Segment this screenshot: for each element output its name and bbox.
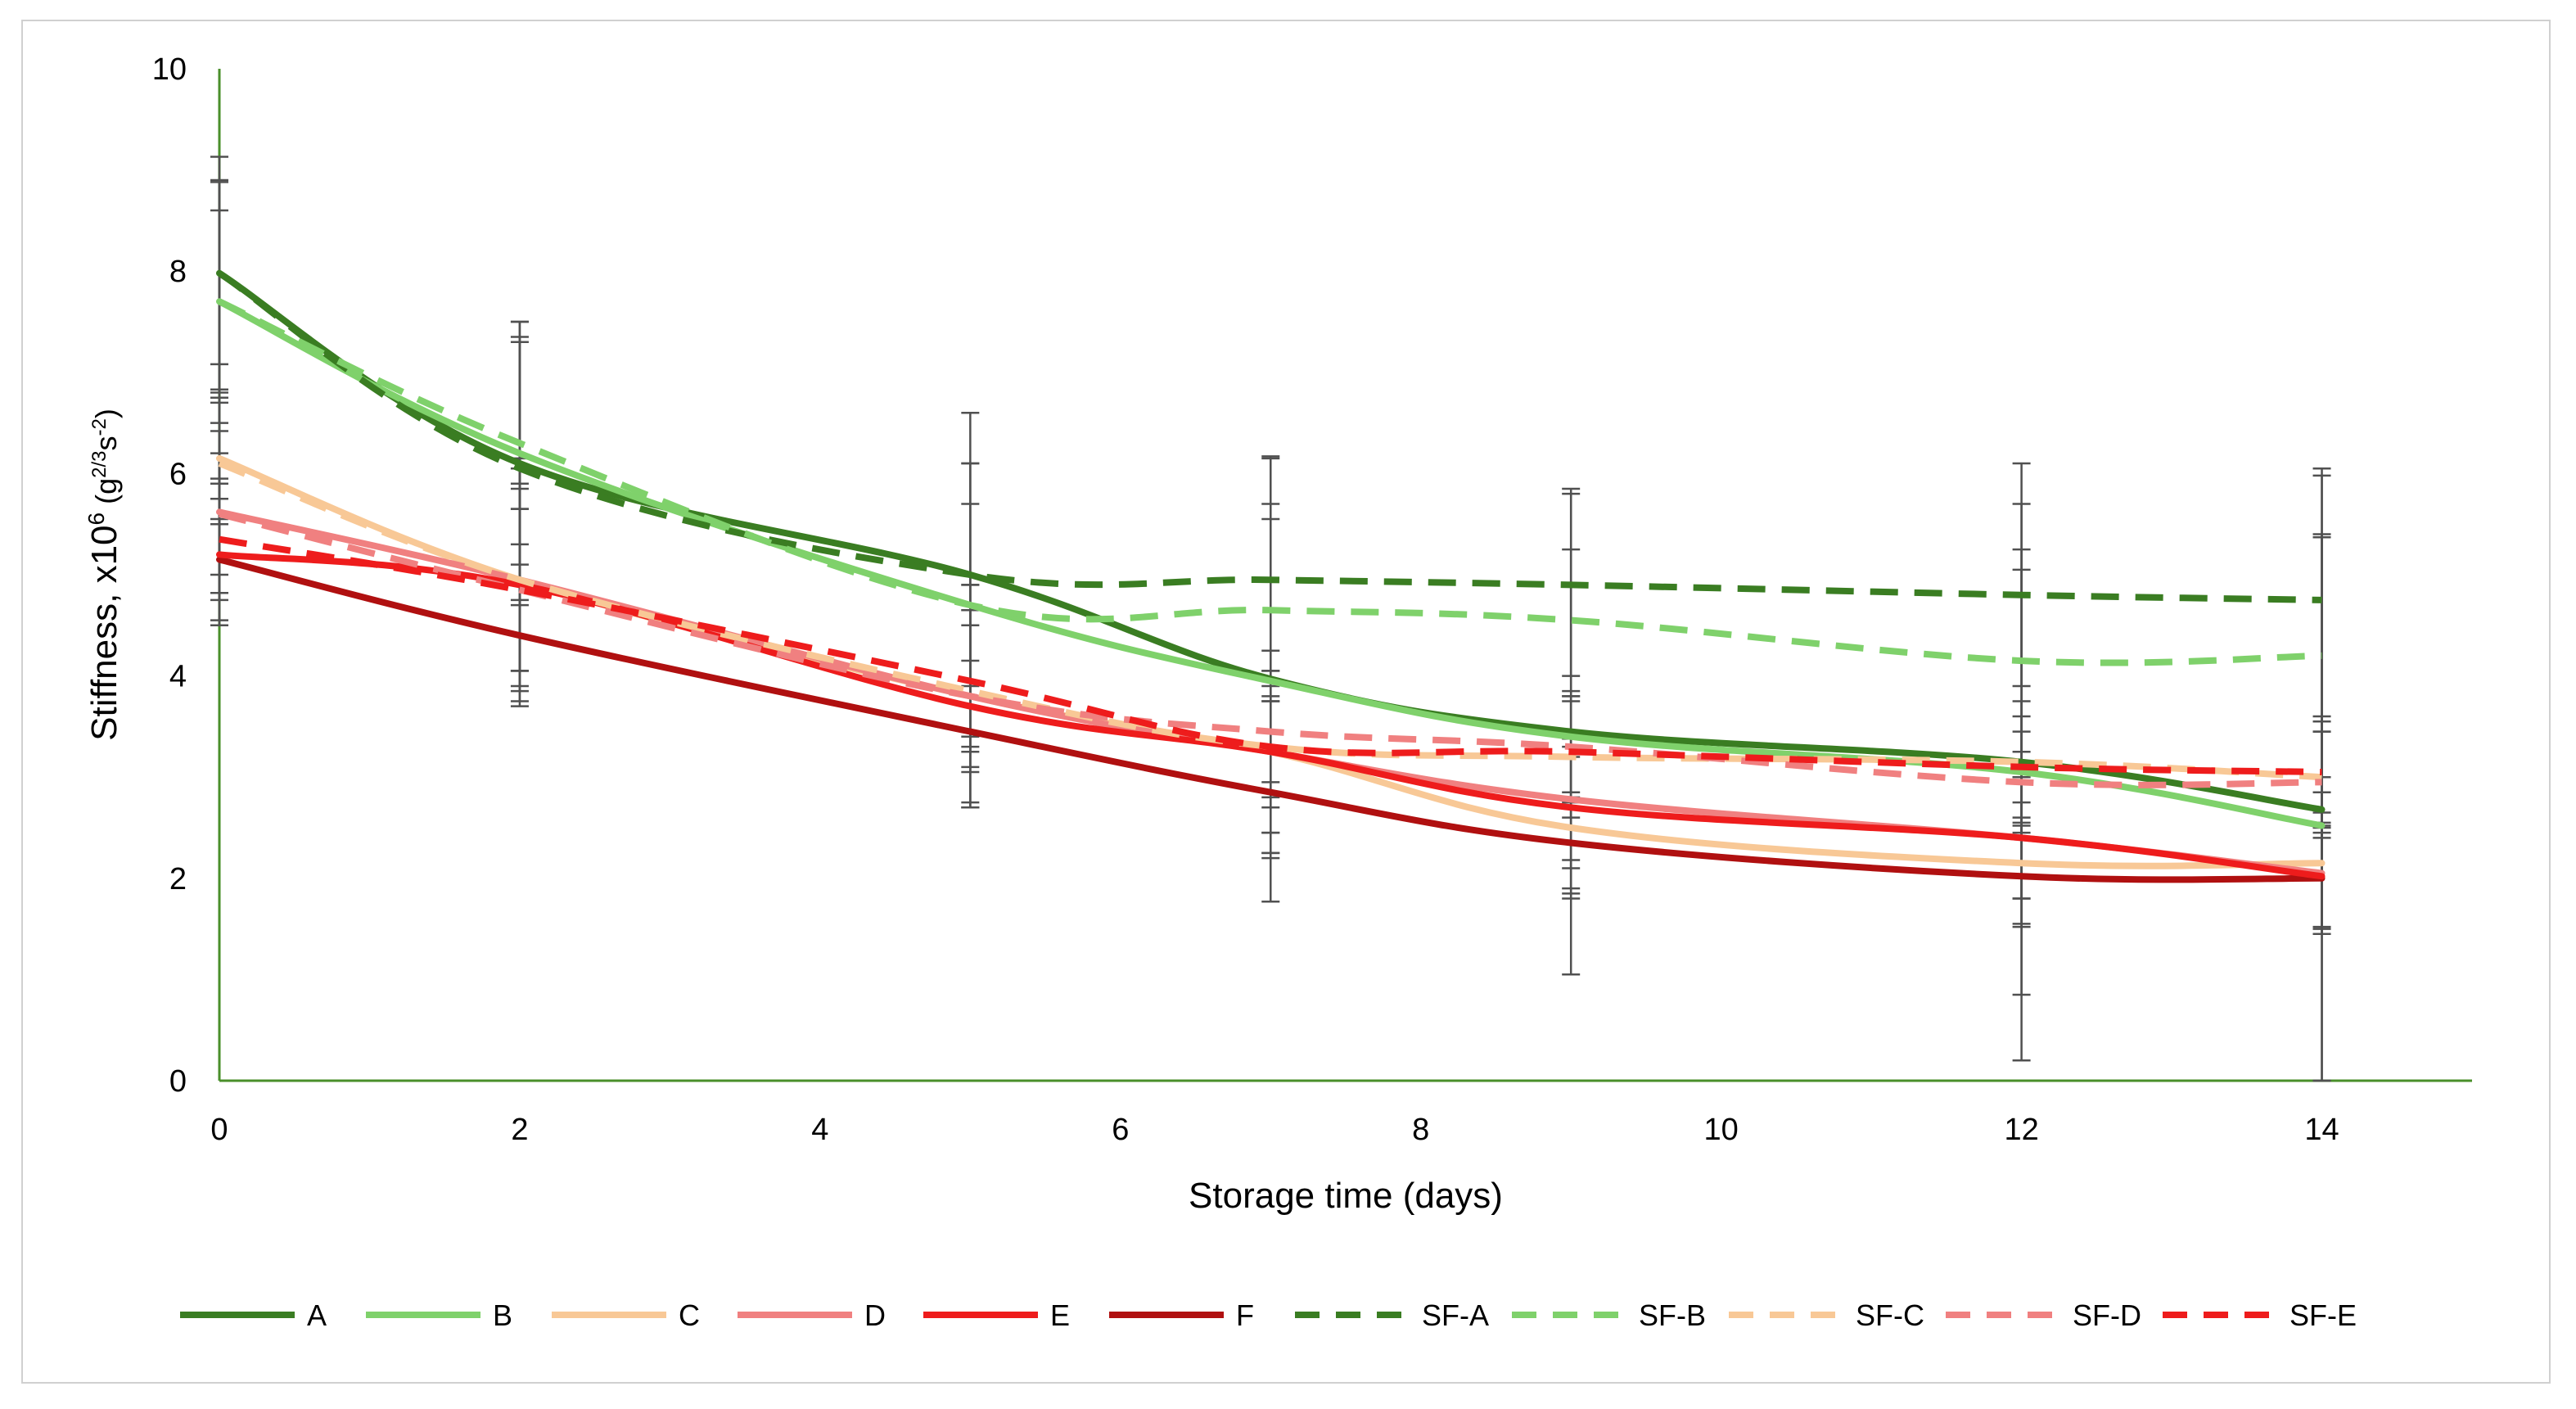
error-bars <box>210 156 2331 1082</box>
series-line-f <box>216 556 2326 883</box>
x-tick-label: 4 <box>811 1113 828 1147</box>
series-line-sf-c <box>218 460 2322 781</box>
legend-label: SF-C <box>1856 1298 1924 1332</box>
series-line-sf-e <box>219 535 2322 775</box>
x-tick-label: 6 <box>1112 1113 1129 1147</box>
y-axis-title: Stiffness, x106 (g2/3s-2) <box>83 409 125 741</box>
legend-item-a: A <box>180 1298 327 1332</box>
y-tick-label: 2 <box>169 862 187 896</box>
series-line-b <box>216 298 2326 829</box>
chart-frame <box>21 20 2551 1384</box>
series-line-sf-b <box>218 298 2322 666</box>
legend-item-e: E <box>923 1298 1070 1332</box>
legend-label: C <box>679 1298 700 1332</box>
legend-item-sf-e: SF-E <box>2163 1298 2357 1332</box>
x-tick-label: 8 <box>1412 1113 1429 1147</box>
series-lines <box>216 269 2326 883</box>
legend-item-b: B <box>366 1298 512 1332</box>
legend-label: SF-A <box>1422 1298 1489 1332</box>
legend-label: B <box>493 1298 512 1332</box>
series-line-sf-a <box>217 270 2322 603</box>
y-tick-label: 4 <box>169 660 187 694</box>
x-tick-label: 14 <box>2304 1113 2339 1147</box>
y-axis-unit-close: ) <box>89 409 123 418</box>
y-tick-label: 8 <box>169 255 187 289</box>
y-axis-unit-exp2: -2 <box>88 418 111 436</box>
legend-label: E <box>1050 1298 1070 1332</box>
y-axis-unit-mid: s <box>89 436 123 451</box>
x-axis-title: Storage time (days) <box>1189 1176 1503 1216</box>
legend-item-f: F <box>1109 1298 1254 1332</box>
legend-label: A <box>307 1298 327 1332</box>
y-tick-label: 10 <box>152 52 187 87</box>
series-line-e <box>216 551 2326 880</box>
error-bar <box>1562 548 1581 693</box>
legend-item-d: D <box>738 1298 886 1332</box>
x-tick-label: 0 <box>210 1113 228 1147</box>
legend-label: SF-D <box>2073 1298 2141 1332</box>
legend-label: SF-B <box>1639 1298 1706 1332</box>
legend-label: F <box>1236 1298 1254 1332</box>
y-tick-label: 6 <box>169 457 187 491</box>
legend-label: D <box>864 1298 886 1332</box>
y-axis-unit-exp1: 2/3 <box>88 451 111 478</box>
legend-item-sf-a: SF-A <box>1295 1298 1489 1332</box>
legend-item-sf-c: SF-C <box>1729 1298 1924 1332</box>
x-tick-label: 10 <box>1704 1113 1739 1147</box>
legend-item-sf-b: SF-B <box>1512 1298 1706 1332</box>
y-axis-unit-open: (g <box>89 478 123 513</box>
tick-labels: 0 2 4 6 8 10 12 14 0 2 4 6 8 10 <box>152 52 2339 1147</box>
x-tick-label: 12 <box>2004 1113 2038 1147</box>
y-axis-title-main: Stiffness, x10 <box>84 525 124 740</box>
y-tick-label: 0 <box>169 1064 187 1099</box>
axes <box>218 69 2472 1082</box>
x-tick-label: 2 <box>511 1113 528 1147</box>
legend-item-c: C <box>552 1298 700 1332</box>
legend: A B C D E F SF-A SF-B SF-C SF-D SF-E <box>180 1298 2357 1332</box>
legend-label: SF-E <box>2290 1298 2357 1332</box>
legend-item-sf-d: SF-D <box>1946 1298 2141 1332</box>
y-axis-title-exp: 6 <box>83 513 109 526</box>
